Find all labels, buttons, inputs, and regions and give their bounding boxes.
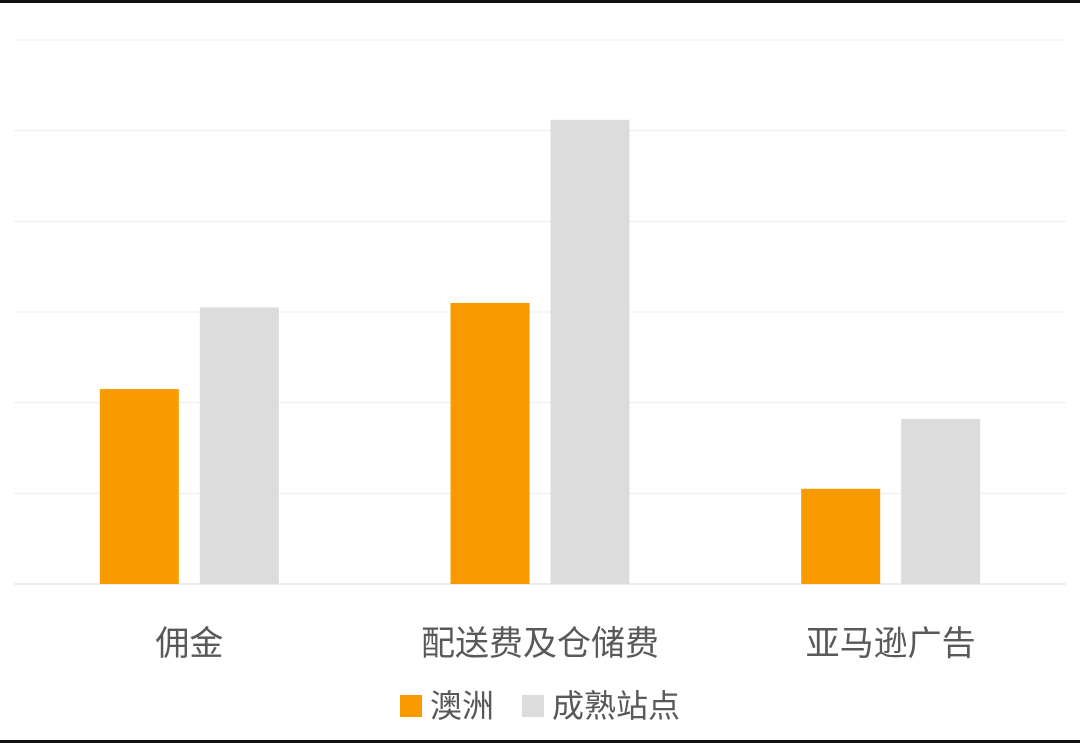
legend-item-series-1: 澳洲 (399, 686, 494, 726)
bar-2-3 (901, 418, 981, 584)
bar-1-3 (801, 488, 881, 584)
gridlines (14, 39, 1066, 585)
legend-label: 澳洲 (429, 687, 494, 725)
top-rule (0, 0, 1080, 3)
bar-1-1 (99, 389, 179, 584)
category-label: 配送费及仓储费 (421, 624, 659, 664)
bar-2-2 (550, 119, 630, 584)
bottom-rule (0, 740, 1080, 743)
category-labels: 佣金 配送费及仓储费 亚马逊广告 (155, 624, 975, 664)
bars (99, 119, 981, 584)
category-label: 亚马逊广告 (806, 624, 976, 664)
legend: 澳洲 成熟站点 (0, 686, 1080, 726)
legend-swatch (522, 695, 544, 717)
legend-item-series-2: 成熟站点 (522, 686, 680, 726)
category-label: 佣金 (155, 624, 223, 664)
legend-swatch (399, 695, 422, 717)
bar-1-2 (450, 302, 530, 584)
bar-2-1 (199, 307, 279, 584)
legend-label: 成熟站点 (552, 687, 681, 725)
